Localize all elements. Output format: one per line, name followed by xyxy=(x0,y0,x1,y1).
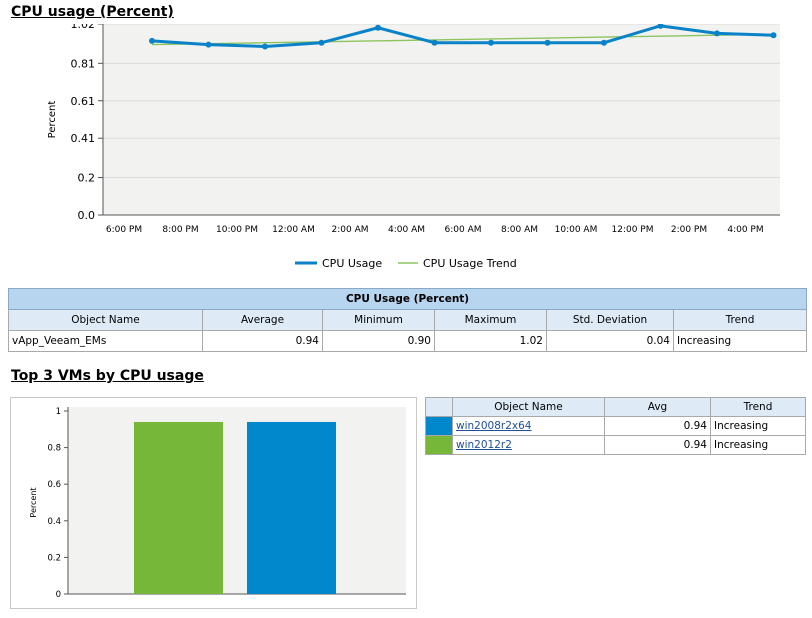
bar-win2012r2 xyxy=(134,421,223,594)
series-line-cpu-usage xyxy=(151,24,774,48)
cell-std-deviation: 0.04 xyxy=(546,330,674,352)
data-point xyxy=(375,24,381,31)
cpu-usage-line-chart: 1.02 0.81 0.61 0.41 0.2 0.0 6:00 PM 8:00 PM 10:0… xyxy=(47,24,780,270)
y-tick-label: 1 xyxy=(56,407,61,417)
vm-col-header-object-name: Object Name xyxy=(452,397,605,417)
x-tick-label: 4:00 AM xyxy=(388,225,425,235)
y-tick-label: 0.6 xyxy=(47,480,61,490)
legend-label-cpu-usage-trend: CPU Usage Trend xyxy=(423,257,517,270)
y-tick-label: 1.02 xyxy=(71,24,96,31)
top-vms-title: Top 3 VMs by CPU usage xyxy=(11,368,204,384)
x-tick-label: 10:00 AM xyxy=(555,225,598,235)
bar-plot-area xyxy=(68,407,406,594)
data-point xyxy=(149,37,155,44)
cell-minimum: 0.90 xyxy=(322,330,435,352)
data-point xyxy=(262,43,268,50)
data-point xyxy=(714,30,720,37)
cpu-usage-title: CPU usage (Percent) xyxy=(11,4,174,20)
color-swatch xyxy=(425,416,453,436)
top-vms-table: Object Name Avg Trend win2008r2x64 0.94 … xyxy=(425,397,806,455)
x-tick-label: 2:00 AM xyxy=(332,225,369,235)
cpu-usage-summary-table: CPU Usage (Percent) Object Name Average … xyxy=(7,288,808,352)
y-axis-label: Percent xyxy=(29,487,38,517)
y-tick-label: 0.61 xyxy=(71,95,96,108)
cell-vm-avg: 0.94 xyxy=(604,416,711,436)
vm-col-header-swatch xyxy=(425,397,453,417)
bar-win2008r2x64 xyxy=(247,421,336,594)
data-point xyxy=(318,39,325,46)
color-swatch xyxy=(425,435,453,455)
x-tick-label: 2:00 PM xyxy=(671,225,707,235)
vm-col-header-trend: Trend xyxy=(710,397,806,417)
cell-vm-name: win2008r2x64 xyxy=(452,416,605,436)
vm-link-win2012r2[interactable]: win2012r2 xyxy=(456,439,512,451)
cell-object-name: vApp_Veeam_EMs xyxy=(8,330,203,352)
data-point xyxy=(431,39,438,46)
cell-vm-name: win2012r2 xyxy=(452,435,605,455)
y-axis-label: Percent xyxy=(47,101,58,139)
top-vms-bar-chart: 1 0.8 0.6 0.4 0.2 0 Percent xyxy=(10,397,417,609)
data-point xyxy=(544,39,551,46)
table-row: win2012r2 0.94 Increasing xyxy=(425,435,806,455)
x-tick-label: 8:00 AM xyxy=(501,225,538,235)
x-tick-label: 6:00 AM xyxy=(445,225,482,235)
series-line-cpu-usage-trend xyxy=(151,33,774,46)
cell-maximum: 1.02 xyxy=(434,330,547,352)
data-point xyxy=(770,32,777,39)
x-tick-label: 10:00 PM xyxy=(216,225,258,235)
col-header-trend: Trend xyxy=(672,309,808,331)
line-plot-area xyxy=(103,24,780,215)
y-tick-label: 0.2 xyxy=(47,553,61,563)
data-point xyxy=(488,39,494,46)
data-point xyxy=(657,24,664,29)
col-header-minimum: Minimum xyxy=(322,309,435,331)
vm-link-win2008r2x64[interactable]: win2008r2x64 xyxy=(456,420,532,432)
cell-vm-avg: 0.94 xyxy=(604,435,711,455)
table-row: win2008r2x64 0.94 Increasing xyxy=(425,416,806,436)
vm-col-header-avg: Avg xyxy=(604,397,711,417)
y-tick-label: 0.8 xyxy=(47,444,61,454)
legend-label-cpu-usage: CPU Usage xyxy=(322,257,382,270)
table-row: vApp_Veeam_EMs 0.94 0.90 1.02 0.04 Incre… xyxy=(8,330,808,352)
cell-vm-trend: Increasing xyxy=(710,435,806,455)
y-tick-label: 0.81 xyxy=(71,57,96,70)
y-tick-label: 0.2 xyxy=(78,172,96,185)
y-tick-label: 0.41 xyxy=(71,132,96,145)
summary-table-caption: CPU Usage (Percent) xyxy=(7,288,808,310)
x-tick-label: 12:00 PM xyxy=(612,225,654,235)
summary-table-header-row: Object Name Average Minimum Maximum Std.… xyxy=(8,309,808,331)
cell-vm-trend: Increasing xyxy=(710,416,806,436)
col-header-std-deviation: Std. Deviation xyxy=(546,309,674,331)
x-tick-label: 4:00 PM xyxy=(727,225,763,235)
x-tick-label: 8:00 PM xyxy=(162,225,198,235)
y-tick-label: 0 xyxy=(56,590,61,600)
x-tick-label: 6:00 PM xyxy=(106,225,142,235)
data-point xyxy=(205,41,212,48)
col-header-object-name: Object Name xyxy=(8,309,203,331)
data-point xyxy=(601,39,607,46)
col-header-average: Average xyxy=(202,309,323,331)
col-header-maximum: Maximum xyxy=(434,309,547,331)
y-tick-label: 0.4 xyxy=(47,517,61,527)
vm-table-header-row: Object Name Avg Trend xyxy=(425,397,806,417)
cell-average: 0.94 xyxy=(202,330,323,352)
cell-trend: Increasing xyxy=(672,330,808,352)
x-tick-label: 12:00 AM xyxy=(272,225,315,235)
y-tick-label: 0.0 xyxy=(78,209,96,222)
summary-table-caption-row: CPU Usage (Percent) xyxy=(7,288,808,310)
